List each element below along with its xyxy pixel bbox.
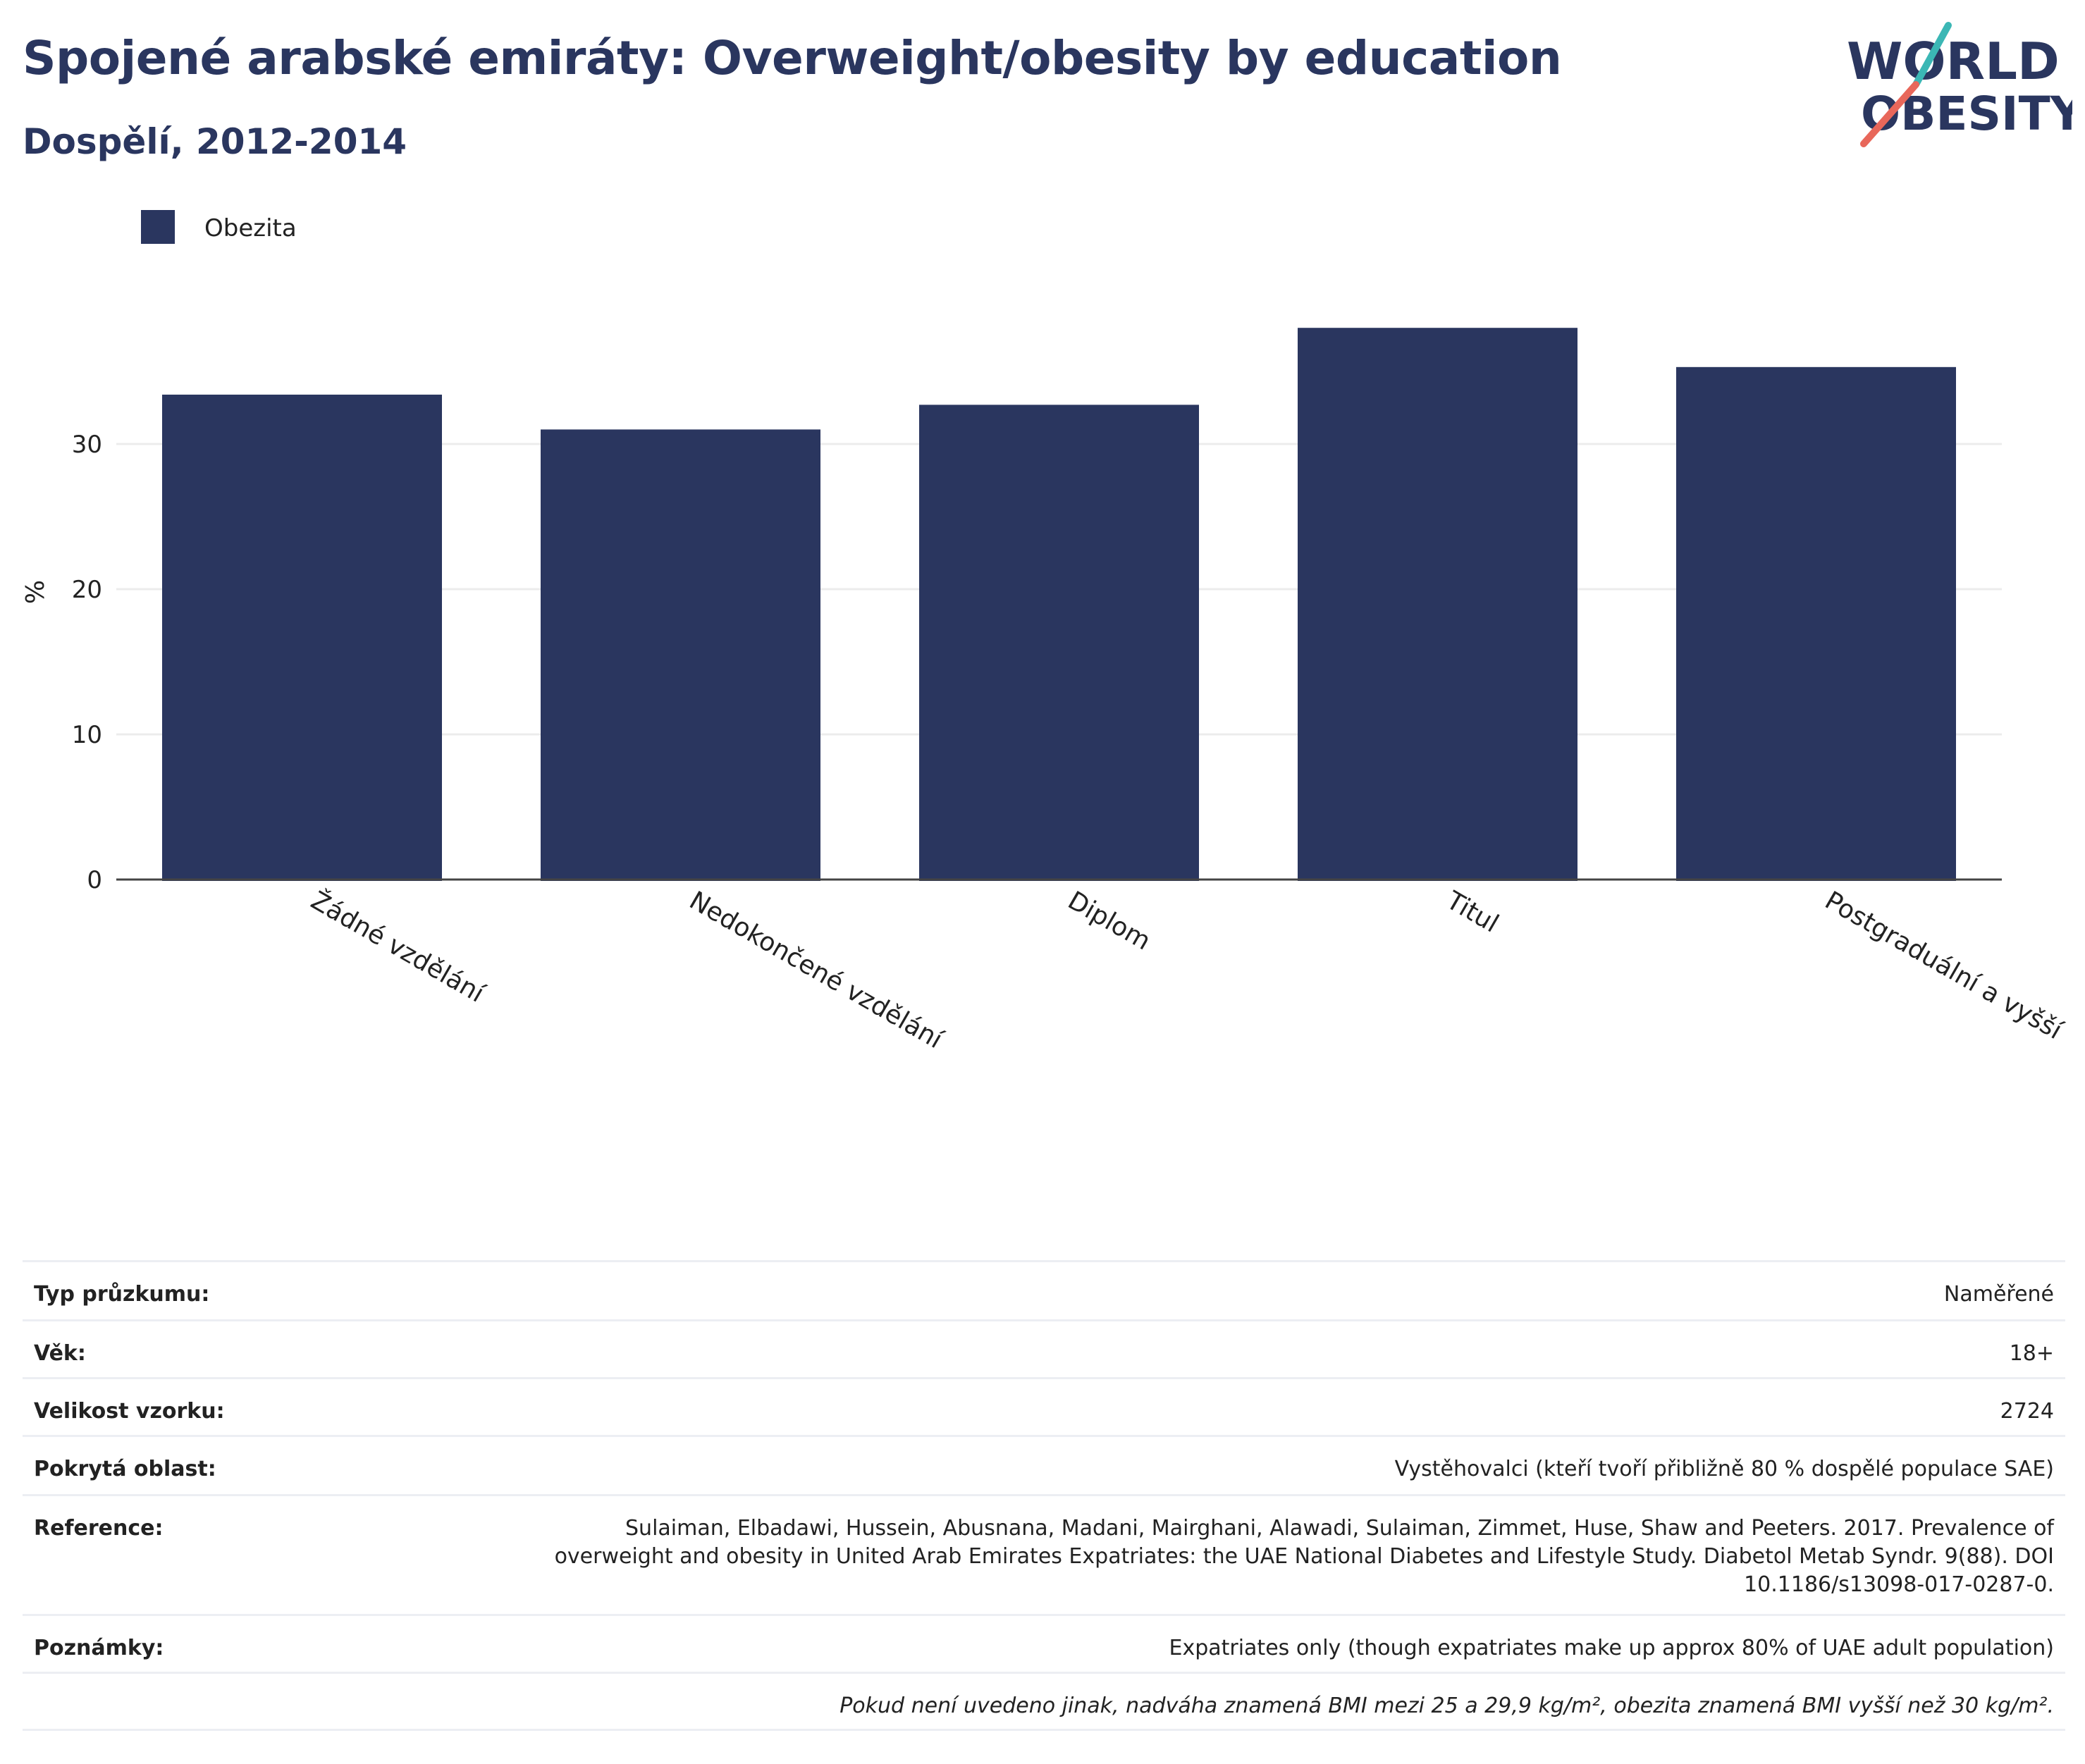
x-tick-label: Titul: [1441, 886, 1503, 939]
x-tick-label: Nedokončené vzdělání: [684, 886, 948, 1054]
footnote: Pokud není uvedeno jinak, nadváha znamen…: [839, 1694, 2054, 1718]
y-axis-ticks: 0 10 20 30: [72, 431, 102, 894]
y-axis-label: %: [21, 580, 50, 604]
y-tick-label: 30: [72, 431, 102, 459]
info-row-label: Reference:: [34, 1516, 164, 1541]
logo-text-obesity: OBESITY: [1861, 87, 2072, 141]
bar-3: [1298, 328, 1577, 881]
legend-label-obezita: Obezita: [204, 214, 297, 242]
info-row-value: Vystěhovalci (kteří tvoří přibližně 80 %…: [1394, 1457, 2054, 1481]
logo-slash-teal: [1912, 22, 1952, 88]
bar-chart: Obezita 0 10 20 30 % Žádné vzdělání Nedokonč…: [21, 210, 2067, 1055]
legend-swatch-obezita: [141, 210, 175, 244]
bar-4: [1676, 366, 1956, 881]
info-row-value: Sulaiman, Elbadawi, Hussein, Abusnana, M…: [554, 1516, 2054, 1597]
bar-0: [162, 394, 442, 881]
info-row-label: Pokrytá oblast:: [34, 1457, 216, 1481]
y-tick-label: 20: [72, 576, 102, 604]
info-row: Věk: 18+: [23, 1319, 2065, 1377]
x-tick-label: Žádné vzdělání: [306, 885, 490, 1009]
chart-bars: [162, 328, 1956, 881]
info-row-value: 18+: [2009, 1341, 2054, 1366]
x-tick-label: Diplom: [1063, 886, 1155, 956]
info-row: Poznámky: Expatriates only (though expatr…: [23, 1614, 2065, 1672]
info-row-label: Poznámky:: [34, 1636, 164, 1660]
info-row-value: Naměřené: [1943, 1282, 2054, 1307]
info-row-value: 2724: [2000, 1399, 2054, 1424]
page-title: Spojené arabské emiráty: Overweight/obes…: [23, 31, 1562, 85]
bar-1: [541, 429, 820, 881]
footnote-row: Pokud není uvedeno jinak, nadváha znamen…: [23, 1672, 2065, 1731]
y-tick-label: 10: [72, 721, 102, 749]
info-row: Velikost vzorku: 2724: [23, 1377, 2065, 1435]
x-tick-label: Postgraduální a vyšší: [1820, 886, 2067, 1045]
info-row-label: Typ průzkumu:: [34, 1282, 210, 1307]
survey-info-table: Typ průzkumu: Naměřené Věk: 18+ Velikost vzo…: [23, 1260, 2065, 1731]
info-row-label: Věk:: [34, 1341, 86, 1366]
logo-slash-coral: [1860, 81, 1919, 147]
info-row: Typ průzkumu: Naměřené: [23, 1260, 2065, 1319]
info-row: Pokrytá oblast: Vystěhovalci (kteří tvoří…: [23, 1435, 2065, 1494]
logo-text-world: WORLD: [1847, 32, 2060, 91]
info-row-label: Velikost vzorku:: [34, 1399, 225, 1424]
info-row-value: Expatriates only (though expatriates mak…: [1169, 1636, 2054, 1660]
info-row: Reference: Sulaiman, Elbadawi, Hussein, A…: [23, 1494, 2065, 1614]
world-obesity-logo: WORLD OBESITY: [1847, 22, 2072, 147]
bar-2: [919, 405, 1199, 881]
chart-legend: Obezita: [141, 210, 297, 244]
x-axis-ticks: Žádné vzdělání Nedokončené vzdělání Diplom…: [306, 885, 2067, 1054]
page-subtitle: Dospělí, 2012-2014: [23, 121, 407, 162]
y-tick-label: 0: [87, 866, 102, 894]
